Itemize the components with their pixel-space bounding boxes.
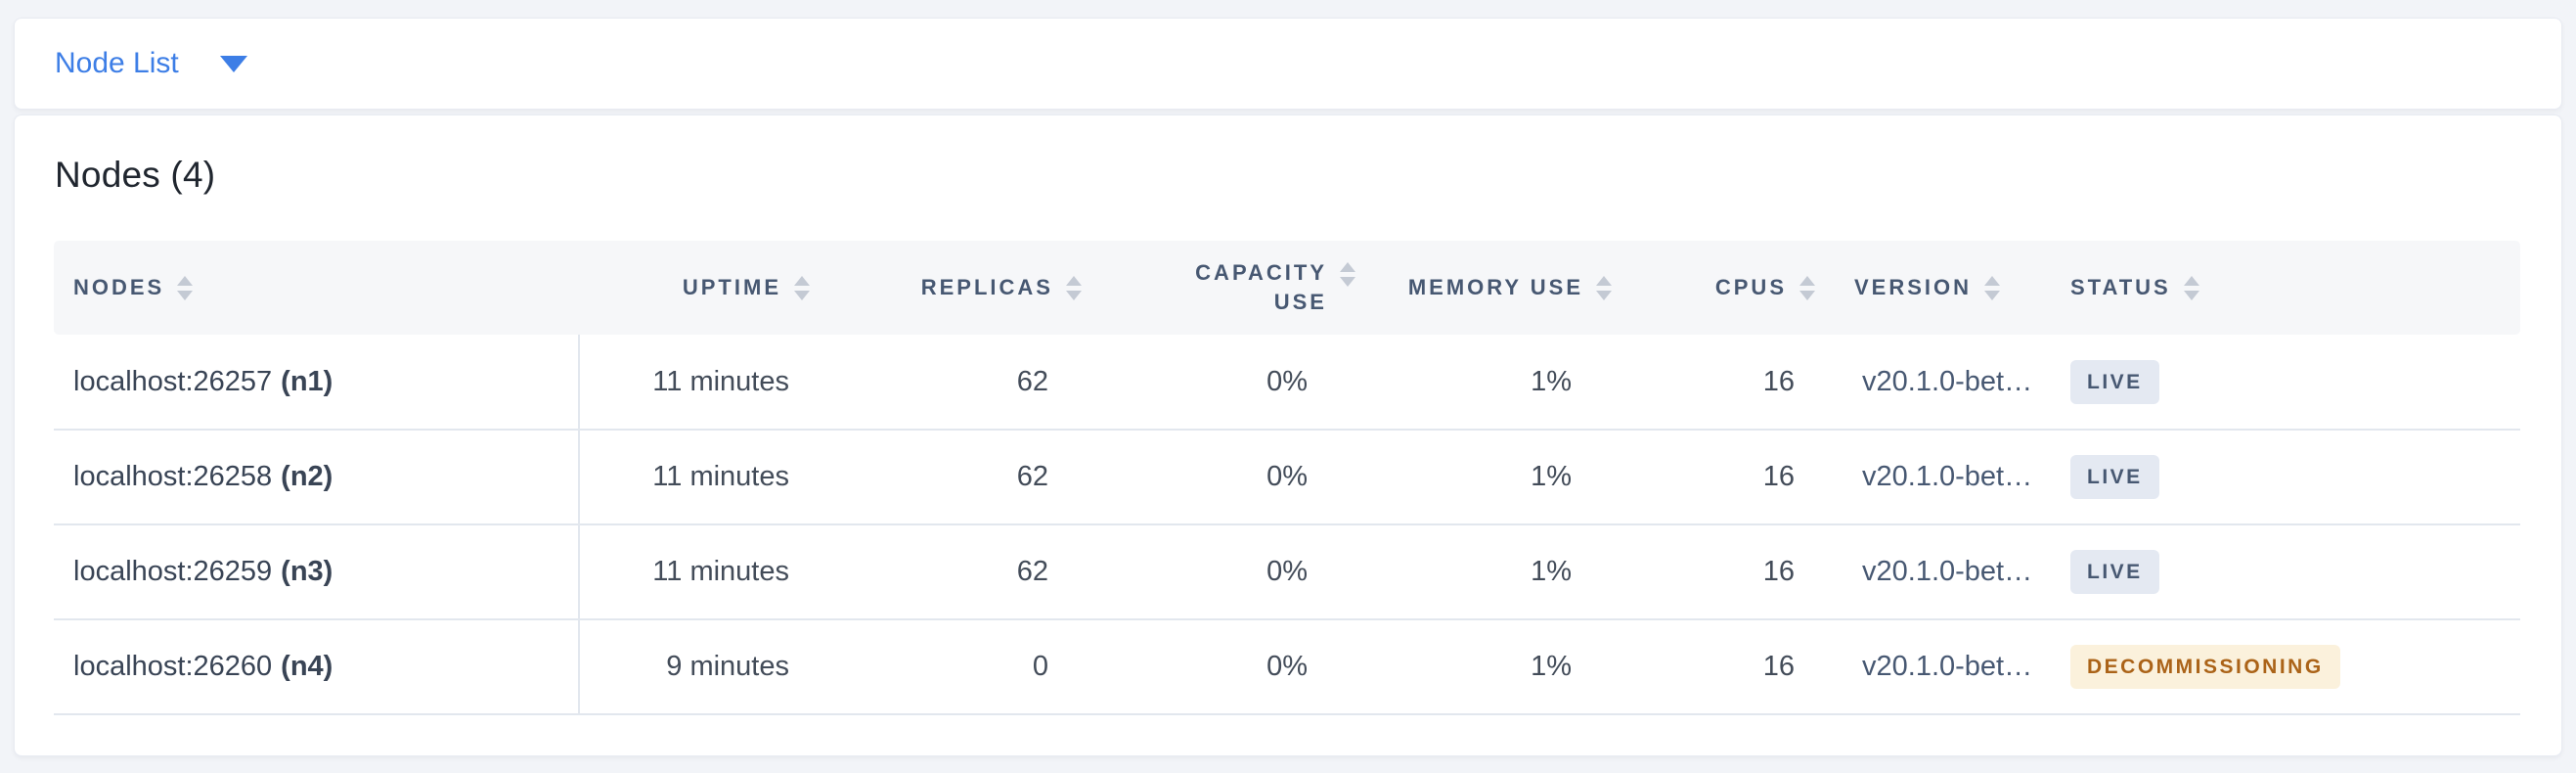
column-header-cpus[interactable]: CPUs — [1618, 241, 1821, 335]
cpus-cell: 16 — [1618, 335, 1821, 431]
column-header-nodes[interactable]: Nodes — [54, 241, 579, 335]
uptime-cell: 11 minutes — [579, 335, 816, 431]
node-id: (n1) — [281, 365, 333, 397]
capacity-use-cell: 0% — [1088, 619, 1361, 715]
node-id: (n2) — [281, 461, 333, 492]
table-row: localhost:26258 (n2) 11 minutes 62 0% 1% … — [54, 430, 2520, 525]
status-badge: LIVE — [2070, 455, 2159, 499]
column-header-uptime[interactable]: Uptime — [579, 241, 816, 335]
sort-arrows-icon — [1984, 275, 2001, 300]
sort-arrows-icon — [1066, 275, 1082, 300]
node-address: localhost:26258 — [73, 461, 273, 492]
uptime-cell: 11 minutes — [579, 524, 816, 620]
status-cell: DECOMMISSIONING — [2036, 619, 2520, 715]
node-id: (n4) — [281, 651, 333, 682]
column-header-replicas[interactable]: Replicas — [816, 241, 1088, 335]
status-badge: LIVE — [2070, 550, 2159, 594]
nodes-card: Nodes (4) Nodes Uptime Replicas — [14, 114, 2562, 756]
cpus-cell: 16 — [1618, 524, 1821, 620]
table-header-row: Nodes Uptime Replicas Capacity Use Memor… — [54, 241, 2520, 335]
replicas-cell: 62 — [816, 430, 1088, 525]
table-row: localhost:26259 (n3) 11 minutes 62 0% 1% … — [54, 524, 2520, 620]
status-badge: LIVE — [2070, 359, 2159, 404]
node-cell: localhost:26260 (n4) — [54, 619, 580, 715]
node-cell: localhost:26258 (n2) — [54, 430, 580, 525]
nodes-table: Nodes Uptime Replicas Capacity Use Memor… — [54, 241, 2520, 715]
node-address: localhost:26260 — [73, 651, 273, 682]
version-cell: v20.1.0-bet… — [1821, 430, 2036, 525]
sort-arrows-icon — [1596, 275, 1612, 300]
node-address: localhost:26259 — [73, 556, 273, 587]
version-cell: v20.1.0-bet… — [1821, 335, 2036, 431]
sort-arrows-icon — [1340, 262, 1355, 287]
sort-arrows-icon — [177, 275, 194, 300]
page-title: Nodes (4) — [55, 155, 216, 195]
memory-use-cell: 1% — [1361, 430, 1618, 525]
node-cell: localhost:26259 (n3) — [54, 524, 580, 620]
capacity-use-cell: 0% — [1088, 335, 1361, 431]
sort-arrows-icon — [1799, 275, 1815, 300]
column-header-memory-use[interactable]: Memory Use — [1361, 241, 1618, 335]
status-cell: LIVE — [2036, 524, 2520, 620]
table-row: localhost:26257 (n1) 11 minutes 62 0% 1% … — [54, 335, 2520, 431]
replicas-cell: 62 — [816, 335, 1088, 431]
replicas-cell: 62 — [816, 524, 1088, 620]
sort-arrows-icon — [2183, 275, 2199, 300]
node-address: localhost:26257 — [73, 365, 273, 397]
replicas-cell: 0 — [816, 619, 1088, 715]
status-cell: LIVE — [2036, 430, 2520, 525]
cpus-cell: 16 — [1618, 430, 1821, 525]
memory-use-cell: 1% — [1361, 524, 1618, 620]
version-cell: v20.1.0-bet… — [1821, 524, 2036, 620]
node-list-dropdown-label: Node List — [55, 47, 179, 79]
view-selector-card: Node List — [14, 18, 2562, 110]
nodes-table-body: localhost:26257 (n1) 11 minutes 62 0% 1% … — [54, 335, 2520, 715]
node-list-dropdown[interactable]: Node List — [55, 47, 247, 80]
page: Node List Nodes (4) Nodes Uptime — [14, 18, 2562, 756]
table-row: localhost:26260 (n4) 9 minutes 0 0% 1% 16… — [54, 619, 2520, 715]
status-cell: LIVE — [2036, 335, 2520, 431]
caret-down-icon — [219, 55, 247, 72]
capacity-use-cell: 0% — [1088, 524, 1361, 620]
column-header-version[interactable]: Version — [1821, 241, 2036, 335]
node-cell: localhost:26257 (n1) — [54, 335, 580, 431]
sort-arrows-icon — [794, 275, 810, 300]
column-header-status[interactable]: Status — [2036, 241, 2520, 335]
memory-use-cell: 1% — [1361, 619, 1618, 715]
memory-use-cell: 1% — [1361, 335, 1618, 431]
version-cell: v20.1.0-bet… — [1821, 619, 2036, 715]
uptime-cell: 11 minutes — [579, 430, 816, 525]
capacity-use-cell: 0% — [1088, 430, 1361, 525]
status-badge: DECOMMISSIONING — [2070, 645, 2340, 689]
cpus-cell: 16 — [1618, 619, 1821, 715]
uptime-cell: 9 minutes — [579, 619, 816, 715]
column-header-capacity-use[interactable]: Capacity Use — [1088, 241, 1361, 335]
node-id: (n3) — [281, 556, 333, 587]
